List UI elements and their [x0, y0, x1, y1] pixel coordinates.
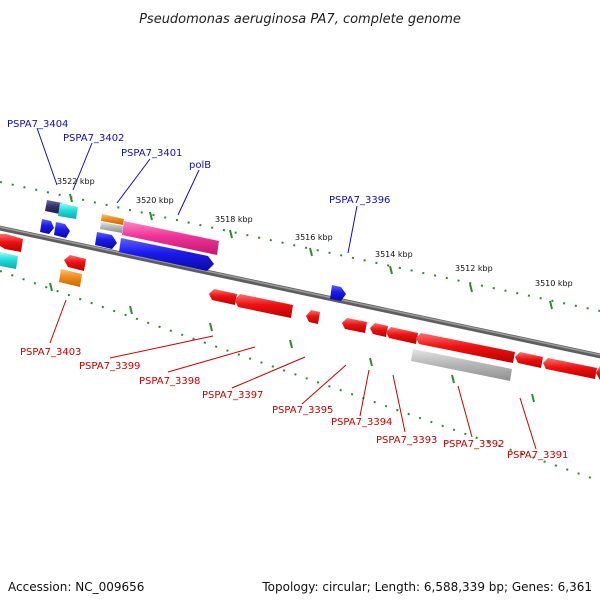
genome-backbone — [0, 225, 600, 359]
gene-feature[interactable] — [58, 203, 78, 219]
gene-label[interactable]: polB — [189, 160, 211, 171]
gene-label[interactable]: PSPA7_3391 — [507, 450, 568, 461]
gene-feature[interactable] — [342, 318, 367, 333]
forward-major-ticks — [69, 193, 553, 310]
gene-feature[interactable] — [59, 269, 82, 287]
gene-feature[interactable] — [596, 366, 600, 380]
gene-feature[interactable] — [306, 310, 320, 324]
gene-feature[interactable] — [235, 294, 293, 318]
gene-label[interactable]: PSPA7_3397 — [202, 390, 263, 401]
gene-feature[interactable] — [515, 352, 543, 368]
gene-feature[interactable] — [416, 333, 515, 363]
gene-feature[interactable] — [101, 214, 124, 225]
map-title: Pseudomonas aeruginosa PA7, complete gen… — [139, 12, 461, 27]
gene-label[interactable]: PSPA7_3404 — [7, 119, 68, 130]
forward-gene-labels: PSPA7_3404 PSPA7_3402 PSPA7_3401 polB PS… — [7, 119, 390, 206]
gene-feature[interactable] — [543, 358, 597, 379]
gene-feature[interactable] — [119, 238, 214, 271]
gene-label[interactable]: PSPA7_3392 — [443, 439, 504, 450]
gene-feature[interactable] — [386, 327, 418, 344]
scale-label: 3514 kbp — [375, 250, 413, 259]
gene-label[interactable]: PSPA7_3395 — [272, 405, 333, 416]
gene-feature[interactable] — [209, 289, 237, 305]
gene-label[interactable]: PSPA7_3402 — [63, 133, 124, 144]
gene-feature[interactable] — [370, 323, 388, 337]
accession-text: Accession: NC_009656 — [8, 580, 145, 594]
reverse-gene-labels: PSPA7_3403 PSPA7_3399 PSPA7_3398 PSPA7_3… — [20, 347, 568, 461]
scale-label: 3522 kbp — [57, 177, 95, 186]
forward-genes — [0, 200, 346, 301]
gene-label[interactable]: PSPA7_3396 — [329, 195, 390, 206]
gene-label[interactable]: PSPA7_3401 — [121, 148, 182, 159]
reverse-leader-lines — [49, 299, 537, 450]
gene-feature[interactable] — [95, 232, 117, 249]
gene-feature[interactable] — [54, 222, 70, 238]
scale-label: 3510 kbp — [535, 279, 573, 288]
scale-label: 3518 kbp — [215, 215, 253, 224]
gene-feature[interactable] — [40, 219, 54, 234]
reverse-scale-track — [0, 270, 600, 482]
gene-feature[interactable] — [122, 221, 219, 255]
gene-label[interactable]: PSPA7_3398 — [139, 376, 200, 387]
gene-feature[interactable] — [45, 200, 62, 214]
gene-feature[interactable] — [411, 349, 512, 381]
scale-label: 3512 kbp — [455, 264, 493, 273]
gene-label[interactable]: PSPA7_3403 — [20, 347, 81, 358]
gene-feature[interactable] — [0, 234, 23, 252]
gene-feature[interactable] — [64, 255, 86, 271]
scale-label: 3516 kbp — [295, 233, 333, 242]
scale-labels: 3522 kbp 3520 kbp 3518 kbp 3516 kbp 3514… — [57, 177, 573, 288]
reverse-genes — [0, 234, 600, 381]
gene-feature[interactable] — [330, 285, 346, 301]
gene-label[interactable]: PSPA7_3399 — [79, 361, 140, 372]
scale-label: 3520 kbp — [136, 196, 174, 205]
gene-feature[interactable] — [0, 252, 18, 269]
gene-feature[interactable] — [100, 222, 123, 233]
reverse-major-ticks — [49, 282, 535, 403]
gene-label[interactable]: PSPA7_3393 — [376, 435, 437, 446]
genome-summary-text: Topology: circular; Length: 6,588,339 bp… — [262, 580, 592, 594]
gene-label[interactable]: PSPA7_3394 — [331, 417, 392, 428]
forward-leader-lines — [36, 127, 358, 254]
